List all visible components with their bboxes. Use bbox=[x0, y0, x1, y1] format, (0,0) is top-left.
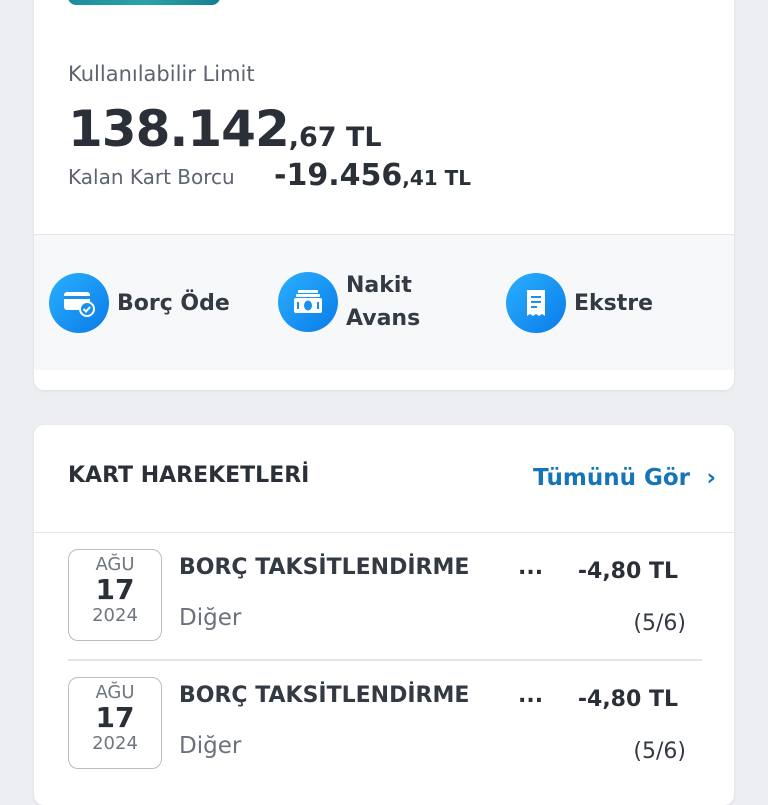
card-transactions: KART HAREKETLERİ Tümünü Gör › AĞU 17 2024… bbox=[34, 425, 734, 805]
date-year: 2024 bbox=[92, 605, 138, 626]
transaction-row[interactable]: AĞU 17 2024 BORÇ TAKSİTLENDİRME ... -4,8… bbox=[68, 533, 702, 661]
transaction-category: Diğer bbox=[179, 733, 242, 759]
installment-count: (5/6) bbox=[633, 611, 686, 636]
date-day: 17 bbox=[95, 701, 135, 734]
transactions-header: KART HAREKETLERİ Tümünü Gör › bbox=[34, 425, 734, 533]
statement-button[interactable]: Ekstre bbox=[506, 273, 653, 333]
available-limit-label: Kullanılabilir Limit bbox=[68, 62, 255, 86]
pay-debt-label: Borç Öde bbox=[117, 290, 230, 316]
card-image[interactable] bbox=[68, 0, 220, 5]
available-limit-value: 138.142,67 TL bbox=[68, 100, 382, 158]
statement-label: Ekstre bbox=[574, 290, 654, 316]
date-year: 2024 bbox=[92, 733, 138, 754]
card-check-icon bbox=[49, 273, 109, 333]
receipt-icon bbox=[506, 273, 566, 333]
transaction-amount: -4,80 TL bbox=[577, 687, 678, 712]
transaction-row[interactable]: AĞU 17 2024 BORÇ TAKSİTLENDİRME ... -4,8… bbox=[68, 661, 702, 789]
transactions-title: KART HAREKETLERİ bbox=[68, 463, 310, 488]
cash-advance-button[interactable]: Nakit Avans bbox=[278, 269, 420, 335]
transaction-category: Diğer bbox=[179, 605, 242, 631]
date-month: AĞU bbox=[95, 554, 135, 575]
date-badge: AĞU 17 2024 bbox=[68, 549, 162, 641]
more-options-icon[interactable]: ... bbox=[518, 683, 544, 708]
card-summary: Kullanılabilir Limit 138.142,67 TL Kalan… bbox=[34, 0, 734, 390]
transaction-amount: -4,80 TL bbox=[577, 559, 678, 584]
transaction-title: BORÇ TAKSİTLENDİRME bbox=[179, 683, 470, 708]
cash-advance-label: Nakit Avans bbox=[346, 273, 421, 331]
date-badge: AĞU 17 2024 bbox=[68, 677, 162, 769]
see-all-link[interactable]: Tümünü Gör › bbox=[533, 465, 716, 491]
debt-label: Kalan Kart Borcu bbox=[68, 165, 235, 189]
chevron-right-icon: › bbox=[706, 465, 716, 491]
installment-count: (5/6) bbox=[633, 739, 686, 764]
date-month: AĞU bbox=[95, 682, 135, 703]
more-options-icon[interactable]: ... bbox=[518, 555, 544, 580]
date-day: 17 bbox=[95, 573, 135, 606]
transaction-title: BORÇ TAKSİTLENDİRME bbox=[179, 555, 470, 580]
pay-debt-button[interactable]: Borç Öde bbox=[49, 273, 230, 333]
cash-icon bbox=[278, 272, 338, 332]
debt-value: -19.456,41 TL bbox=[274, 158, 471, 193]
quick-actions: Borç Öde Nakit Avans Ekstre bbox=[34, 234, 734, 370]
see-all-label: Tümünü Gör bbox=[533, 465, 690, 491]
